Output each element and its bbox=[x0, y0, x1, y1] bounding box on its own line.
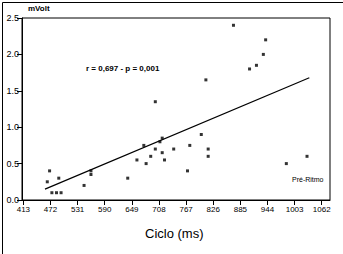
svg-text:mVolt: mVolt bbox=[28, 4, 50, 13]
svg-text:767: 767 bbox=[179, 205, 193, 214]
svg-text:1.0: 1.0 bbox=[6, 122, 19, 132]
svg-text:0.0: 0.0 bbox=[6, 195, 19, 205]
svg-text:472: 472 bbox=[44, 205, 58, 214]
svg-text:885: 885 bbox=[234, 205, 248, 214]
svg-text:Pré-Ritmo: Pré-Ritmo bbox=[292, 176, 324, 183]
svg-text:590: 590 bbox=[98, 205, 112, 214]
svg-text:1003: 1003 bbox=[286, 205, 304, 214]
svg-text:944: 944 bbox=[261, 205, 275, 214]
svg-text:2.5: 2.5 bbox=[6, 13, 19, 23]
svg-text:413: 413 bbox=[17, 205, 31, 214]
svg-text:0.5: 0.5 bbox=[6, 159, 19, 169]
svg-text:Ciclo (ms): Ciclo (ms) bbox=[145, 226, 204, 241]
svg-text:826: 826 bbox=[207, 205, 221, 214]
svg-text:r = 0,697 - p = 0,001: r = 0,697 - p = 0,001 bbox=[86, 64, 160, 73]
svg-text:649: 649 bbox=[125, 205, 139, 214]
svg-text:2.0: 2.0 bbox=[6, 49, 19, 59]
svg-text:531: 531 bbox=[71, 205, 85, 214]
svg-text:1062: 1062 bbox=[313, 205, 331, 214]
svg-text:1.5: 1.5 bbox=[6, 86, 19, 96]
svg-text:708: 708 bbox=[152, 205, 166, 214]
